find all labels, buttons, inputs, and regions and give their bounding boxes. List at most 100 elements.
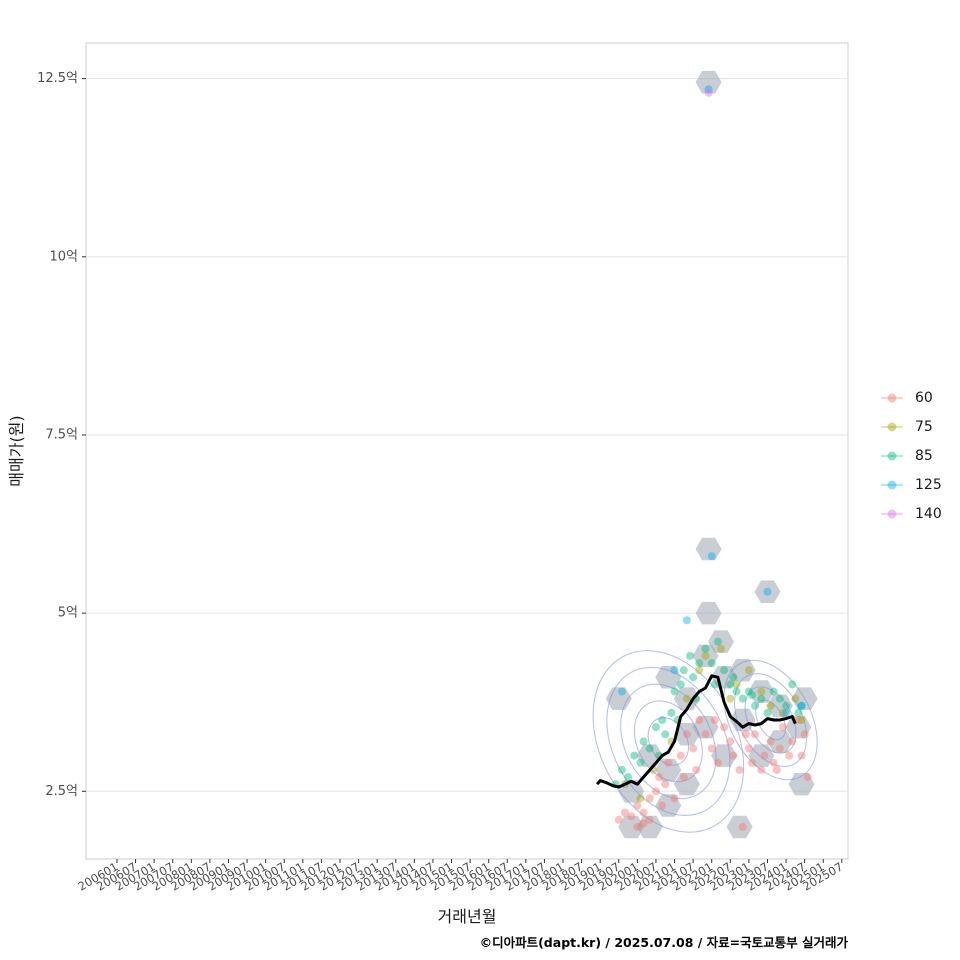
point-series-85 — [676, 680, 685, 689]
density-contour — [647, 717, 690, 766]
point-series-85 — [794, 708, 803, 717]
point-series-85 — [744, 687, 753, 696]
hexbin-cell — [618, 815, 645, 839]
point-series-60 — [772, 765, 781, 774]
point-series-85 — [689, 673, 698, 682]
point-series-60 — [735, 765, 744, 774]
point-series-60 — [797, 751, 806, 760]
point-series-85 — [639, 737, 648, 746]
hexbin-cell — [695, 601, 722, 625]
point-series-75 — [701, 651, 710, 660]
point-series-75 — [726, 694, 735, 703]
point-series-75 — [732, 680, 741, 689]
point-series-60 — [707, 744, 716, 753]
point-series-85 — [636, 758, 645, 767]
trend-line-layer — [595, 674, 797, 789]
legend: 60 75 85 125 140 — [881, 390, 942, 522]
y-tick-label: 12.5억 — [37, 71, 78, 86]
x-tick-label: 202507 — [800, 859, 845, 893]
point-series-140 — [704, 88, 713, 97]
point-series-75 — [744, 666, 753, 675]
point-series-60 — [655, 773, 664, 782]
point-series-60 — [633, 801, 642, 810]
point-series-85 — [651, 723, 660, 732]
point-series-60 — [645, 815, 654, 824]
point-series-60 — [766, 737, 775, 746]
point-series-60 — [692, 765, 701, 774]
point-series-75 — [766, 701, 775, 710]
hexbin-cell — [655, 666, 682, 689]
point-series-85 — [645, 744, 654, 753]
point-series-60 — [639, 819, 648, 828]
point-series-60 — [788, 737, 797, 746]
point-series-60 — [751, 730, 760, 739]
point-series-85 — [729, 673, 738, 682]
point-series-60 — [679, 773, 688, 782]
point-series-60 — [729, 751, 738, 760]
legend-label: 60 — [915, 390, 933, 406]
point-series-60 — [689, 744, 698, 753]
hexbin-cell — [748, 680, 775, 703]
point-series-60 — [661, 780, 670, 789]
point-series-85 — [679, 666, 688, 675]
point-series-75 — [695, 666, 704, 675]
density-contour — [723, 659, 818, 781]
point-series-60 — [778, 723, 787, 732]
point-series-85 — [782, 701, 791, 710]
point-series-60 — [760, 751, 769, 760]
point-series-75 — [682, 694, 691, 703]
hexbin-cell — [766, 730, 793, 753]
point-series-125 — [782, 708, 791, 717]
legend-key-point — [887, 422, 897, 432]
point-series-60 — [726, 737, 735, 746]
point-series-60 — [614, 815, 623, 824]
point-series-125 — [707, 552, 716, 561]
point-series-60 — [713, 758, 722, 767]
point-series-75 — [757, 687, 766, 696]
point-series-85 — [661, 730, 670, 739]
point-series-85 — [658, 716, 667, 725]
point-series-85 — [670, 687, 679, 696]
hexbin-cell — [754, 580, 781, 603]
point-series-60 — [741, 730, 750, 739]
point-series-125 — [763, 587, 772, 596]
point-series-85 — [757, 694, 766, 703]
legend-label: 140 — [915, 506, 942, 522]
legend-key-point — [887, 509, 897, 519]
hexbin-cell — [711, 744, 738, 767]
hexbin-cell — [692, 644, 719, 668]
point-series-60 — [720, 723, 729, 732]
hexbin-cell — [673, 687, 700, 710]
caption: ©디아파트(dapt.kr) / 2025.07.08 / 자료=국토교통부 실… — [480, 935, 849, 950]
y-tick-label: 2.5억 — [45, 784, 78, 799]
hexbin-cell — [766, 694, 793, 717]
point-series-60 — [627, 812, 636, 821]
point-series-60 — [658, 801, 667, 810]
point-series-60 — [769, 758, 778, 767]
point-series-60 — [794, 716, 803, 725]
point-series-85 — [726, 680, 735, 689]
point-series-85 — [686, 651, 695, 660]
hexbin-cell — [726, 815, 753, 839]
hexbin-cell — [655, 794, 682, 817]
y-tick-label: 7.5억 — [45, 427, 78, 442]
point-series-60 — [803, 773, 812, 782]
legend-label: 125 — [915, 477, 942, 493]
point-series-125 — [704, 85, 713, 94]
point-series-85 — [788, 680, 797, 689]
hexbin-cell — [636, 815, 663, 839]
hexbin-cell — [673, 772, 700, 796]
legend-key-point — [887, 451, 897, 461]
density-contour — [755, 699, 786, 741]
hexbin-cell — [655, 758, 682, 782]
point-series-125 — [670, 666, 679, 675]
point-series-85 — [738, 694, 747, 703]
point-series-85 — [797, 701, 806, 710]
point-series-60 — [651, 787, 660, 796]
y-tick-label: 5억 — [58, 606, 78, 621]
point-series-60 — [664, 758, 673, 767]
point-series-60 — [757, 765, 766, 774]
density-contour — [633, 700, 703, 783]
point-series-85 — [630, 751, 639, 760]
